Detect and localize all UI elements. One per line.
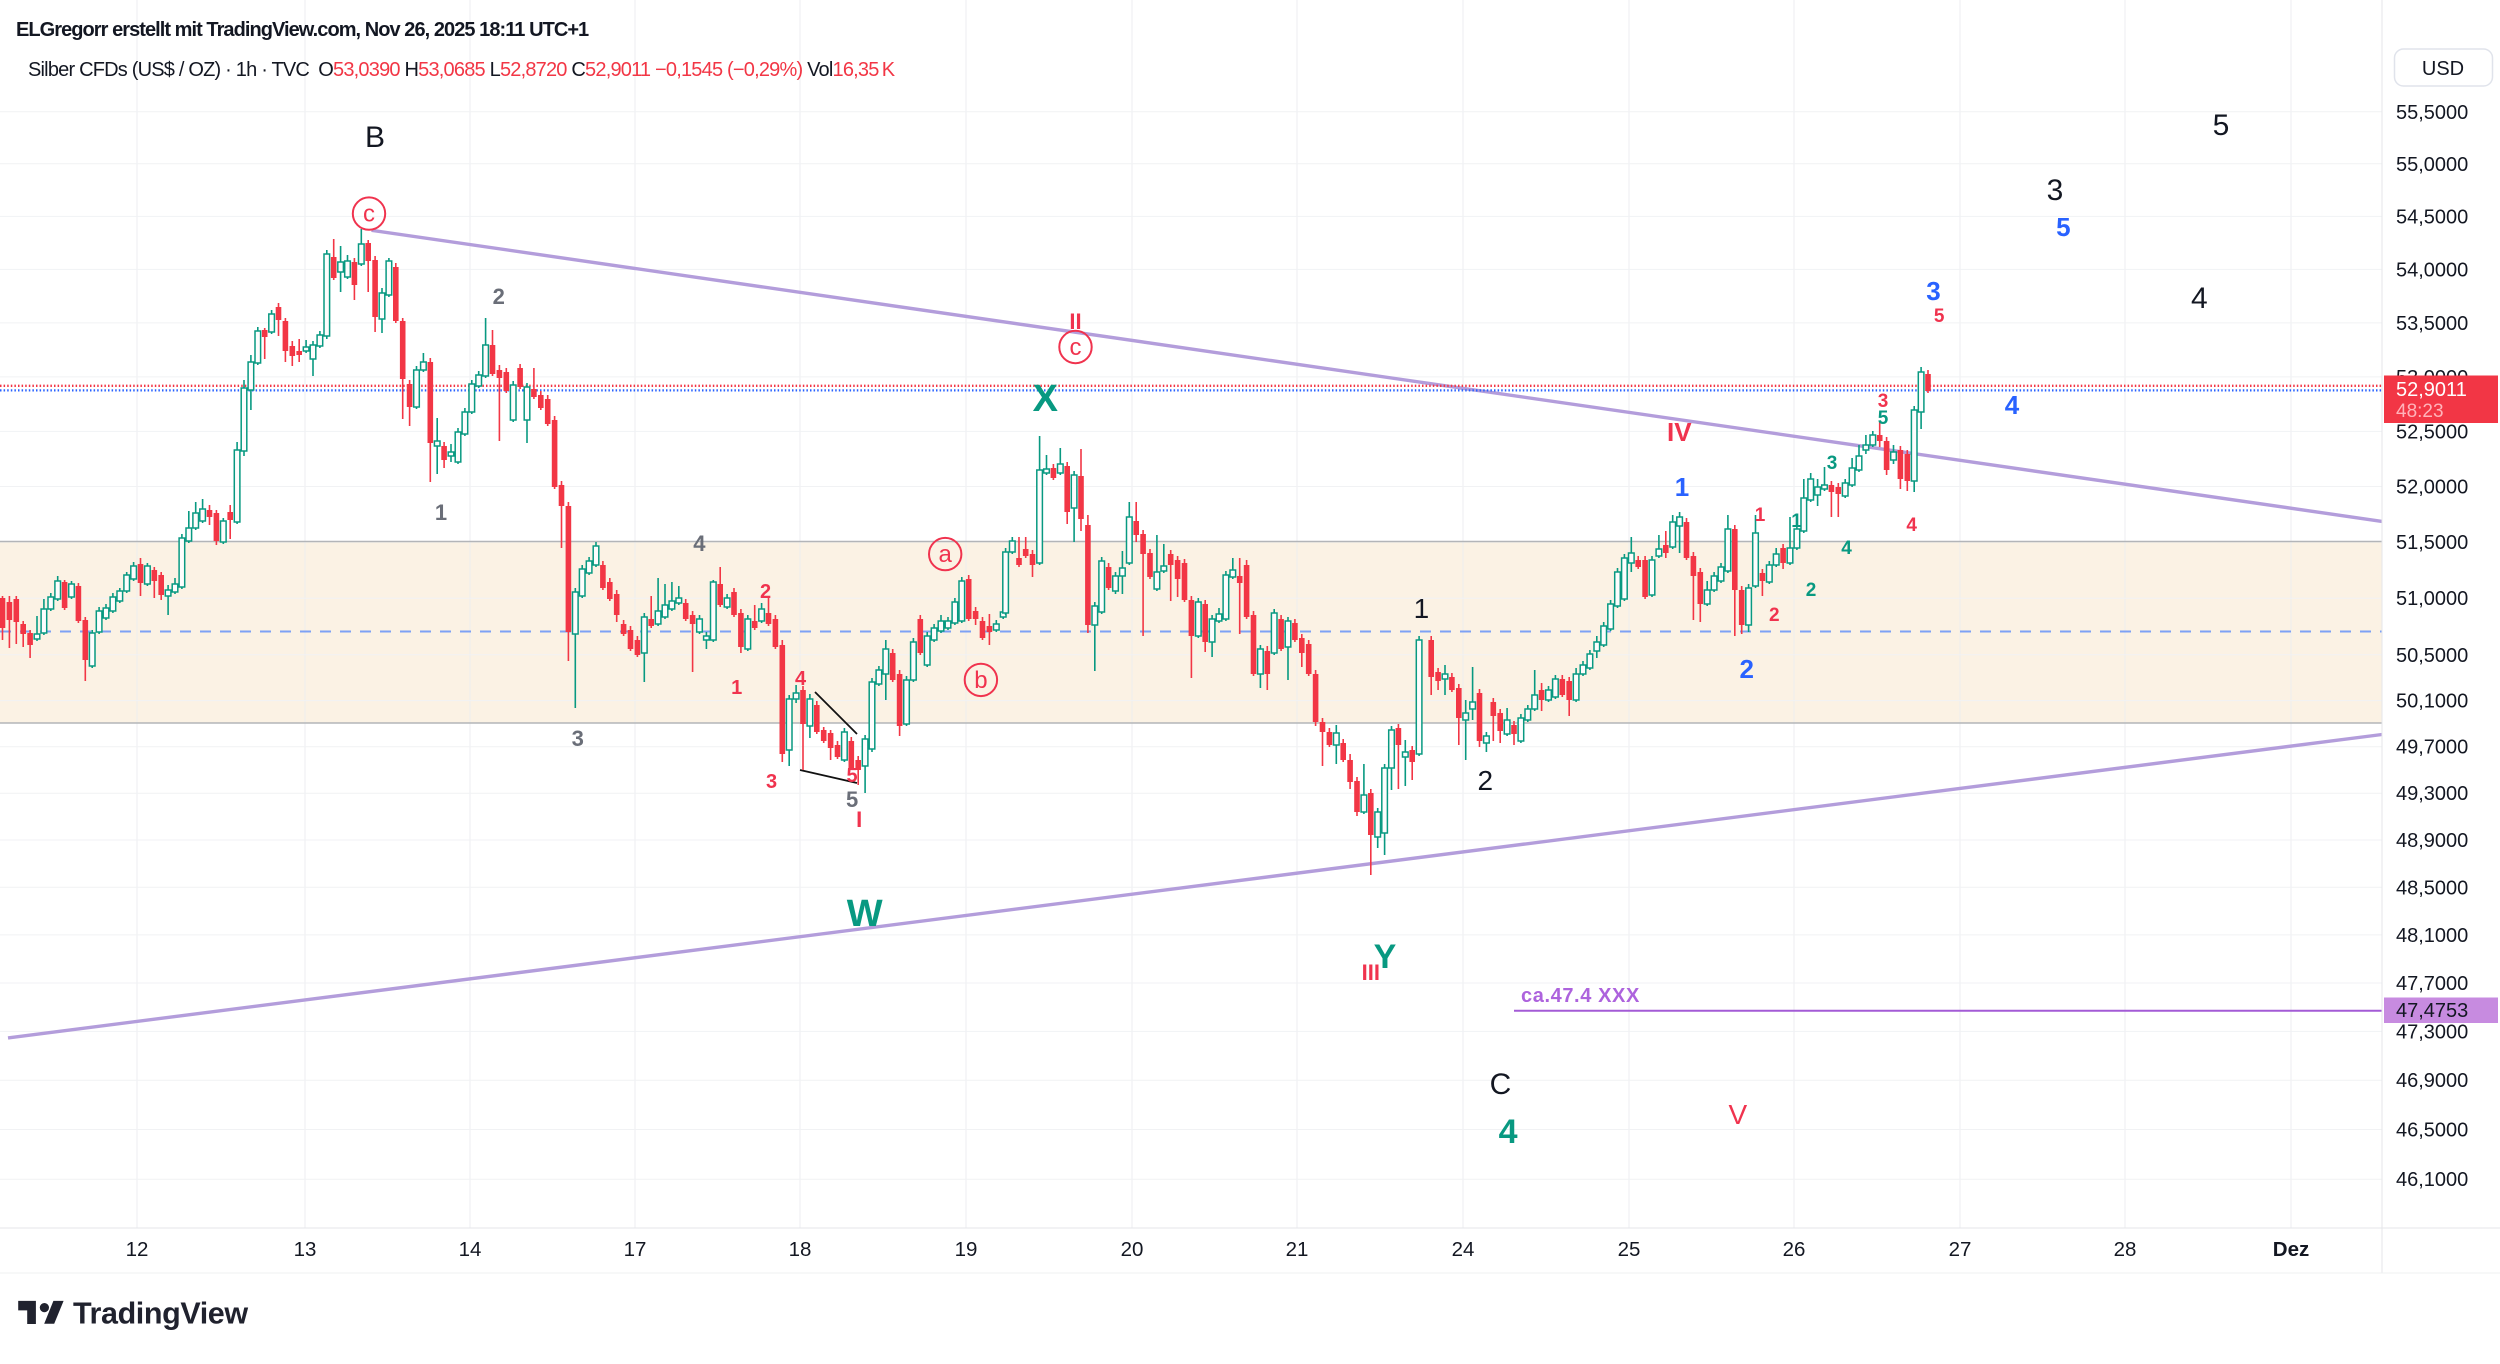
svg-text:25: 25 xyxy=(1618,1238,1641,1261)
svg-text:V: V xyxy=(1728,1099,1747,1130)
svg-text:49,7000: 49,7000 xyxy=(2396,737,2468,759)
svg-text:4: 4 xyxy=(795,668,807,690)
svg-text:3: 3 xyxy=(1878,391,1889,412)
svg-text:2: 2 xyxy=(1806,580,1817,601)
svg-text:4: 4 xyxy=(1906,515,1917,536)
svg-text:ELGregorr erstellt mit Trading: ELGregorr erstellt mit TradingView.com, … xyxy=(16,19,589,41)
svg-text:1: 1 xyxy=(435,500,447,525)
svg-text:5: 5 xyxy=(1934,306,1945,327)
svg-text:I: I xyxy=(856,807,862,832)
svg-text:Dez: Dez xyxy=(2273,1238,2309,1261)
svg-text:49,3000: 49,3000 xyxy=(2396,783,2468,805)
svg-text:B: B xyxy=(365,121,385,154)
svg-text:C: C xyxy=(1490,1068,1512,1101)
svg-text:4: 4 xyxy=(1841,538,1852,559)
svg-text:52,5000: 52,5000 xyxy=(2396,421,2468,443)
svg-text:20: 20 xyxy=(1121,1238,1144,1261)
svg-text:26: 26 xyxy=(1783,1238,1806,1261)
svg-text:Silber CFDs (US$ / OZ) · 1h ·: Silber CFDs (US$ / OZ) · 1h · TVC O53,03… xyxy=(28,59,896,81)
svg-text:1: 1 xyxy=(1675,472,1689,502)
svg-text:50,1000: 50,1000 xyxy=(2396,691,2468,713)
svg-text:27: 27 xyxy=(1949,1238,1972,1261)
svg-text:52,9011: 52,9011 xyxy=(2396,379,2467,401)
svg-text:a: a xyxy=(939,541,953,568)
svg-text:3: 3 xyxy=(572,726,584,751)
svg-text:55,0000: 55,0000 xyxy=(2396,154,2468,176)
svg-text:2: 2 xyxy=(1739,654,1753,684)
svg-text:21: 21 xyxy=(1286,1238,1309,1261)
svg-text:46,9000: 46,9000 xyxy=(2396,1070,2468,1092)
svg-text:4: 4 xyxy=(1499,1113,1518,1151)
svg-text:3: 3 xyxy=(766,771,777,793)
svg-text:48,9000: 48,9000 xyxy=(2396,830,2468,852)
svg-text:5: 5 xyxy=(847,765,858,787)
svg-text:51,0000: 51,0000 xyxy=(2396,588,2468,610)
svg-text:4: 4 xyxy=(693,531,706,556)
svg-text:4: 4 xyxy=(2005,390,2020,420)
svg-text:3: 3 xyxy=(1827,453,1838,474)
svg-text:46,1000: 46,1000 xyxy=(2396,1169,2468,1191)
svg-text:19: 19 xyxy=(955,1238,978,1261)
svg-text:5: 5 xyxy=(1878,408,1889,429)
svg-text:b: b xyxy=(974,667,987,694)
svg-text:5: 5 xyxy=(2213,109,2230,142)
svg-text:1: 1 xyxy=(1791,511,1802,532)
svg-text:1: 1 xyxy=(731,677,742,699)
svg-text:TradingView: TradingView xyxy=(73,1297,248,1331)
svg-text:1: 1 xyxy=(1414,593,1430,624)
svg-text:IV: IV xyxy=(1667,417,1692,447)
svg-text:48:23: 48:23 xyxy=(2396,401,2444,422)
svg-text:28: 28 xyxy=(2114,1238,2137,1261)
svg-text:48,5000: 48,5000 xyxy=(2396,877,2468,899)
svg-text:c: c xyxy=(363,201,375,228)
svg-text:ca.47.4 XXX: ca.47.4 XXX xyxy=(1521,985,1640,1007)
svg-text:2: 2 xyxy=(1478,765,1494,796)
svg-text:13: 13 xyxy=(294,1238,317,1261)
svg-text:51,5000: 51,5000 xyxy=(2396,532,2468,554)
svg-text:47,4753: 47,4753 xyxy=(2396,1000,2468,1022)
svg-text:Y: Y xyxy=(1374,938,1397,976)
svg-text:3: 3 xyxy=(2047,174,2064,207)
svg-text:5: 5 xyxy=(846,787,858,812)
svg-text:c: c xyxy=(1070,334,1082,361)
svg-text:18: 18 xyxy=(789,1238,812,1261)
svg-text:14: 14 xyxy=(459,1238,482,1261)
svg-text:1: 1 xyxy=(1755,505,1766,526)
svg-text:50,5000: 50,5000 xyxy=(2396,645,2468,667)
svg-text:48,1000: 48,1000 xyxy=(2396,925,2468,947)
svg-text:W: W xyxy=(847,893,883,935)
svg-text:II: II xyxy=(1069,309,1081,334)
svg-text:17: 17 xyxy=(624,1238,647,1261)
svg-text:55,5000: 55,5000 xyxy=(2396,102,2468,124)
svg-text:2: 2 xyxy=(760,581,771,603)
svg-text:54,5000: 54,5000 xyxy=(2396,206,2468,228)
svg-text:5: 5 xyxy=(2056,212,2070,242)
svg-text:53,5000: 53,5000 xyxy=(2396,313,2468,335)
svg-text:2: 2 xyxy=(493,284,505,309)
svg-text:47,7000: 47,7000 xyxy=(2396,973,2468,995)
svg-text:X: X xyxy=(1033,378,1059,420)
svg-text:24: 24 xyxy=(1452,1238,1475,1261)
svg-text:III: III xyxy=(1362,960,1380,985)
svg-text:46,5000: 46,5000 xyxy=(2396,1120,2468,1142)
svg-text:54,0000: 54,0000 xyxy=(2396,259,2468,281)
svg-text:52,0000: 52,0000 xyxy=(2396,477,2468,499)
svg-text:4: 4 xyxy=(2191,282,2208,315)
svg-text:47,3000: 47,3000 xyxy=(2396,1021,2468,1043)
svg-text:USD: USD xyxy=(2422,58,2464,80)
svg-text:2: 2 xyxy=(1769,605,1780,626)
svg-text:12: 12 xyxy=(126,1238,149,1261)
svg-text:3: 3 xyxy=(1926,276,1940,306)
